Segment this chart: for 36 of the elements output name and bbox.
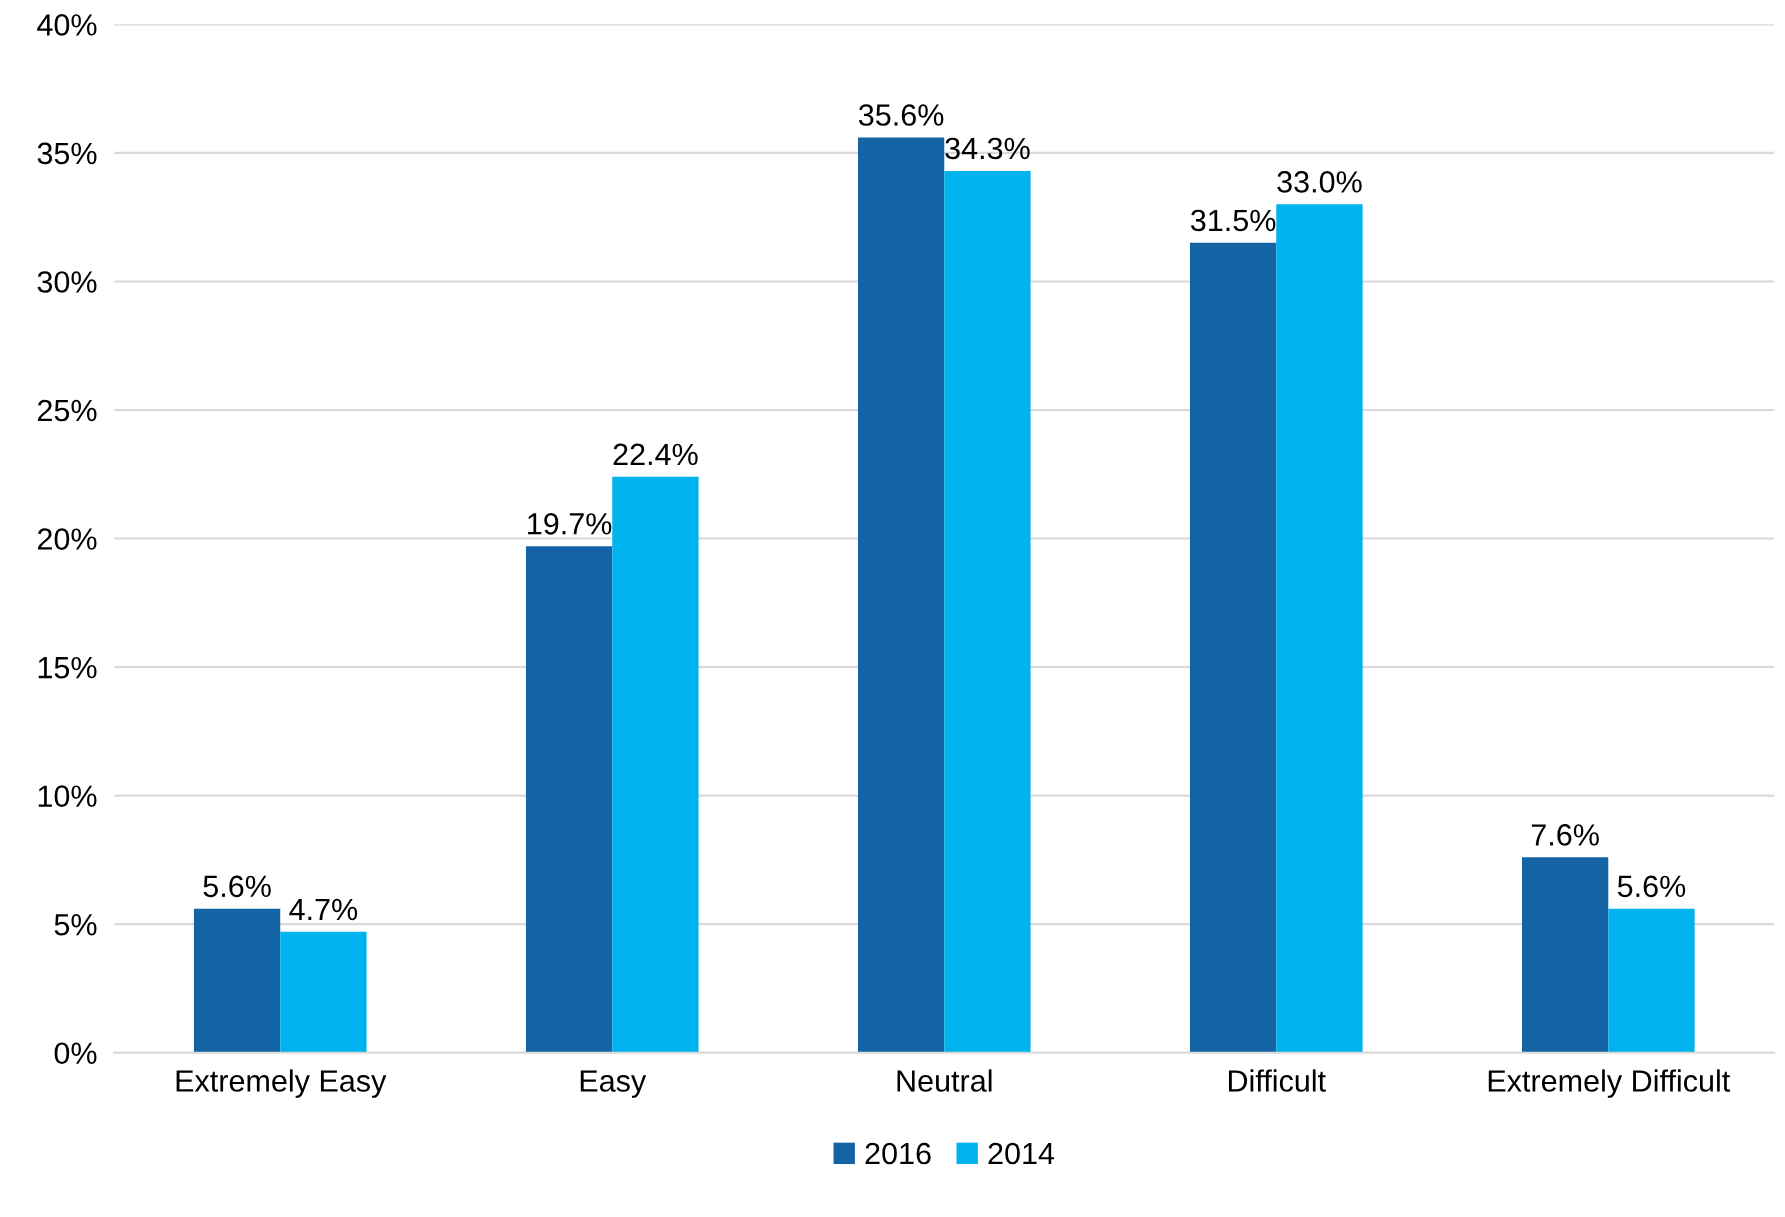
data-label: 22.4%: [613, 443, 698, 466]
bar: [612, 476, 699, 1053]
y-tick-label: 0%: [54, 1042, 97, 1065]
data-label: 19.7%: [528, 513, 612, 535]
bar: [944, 170, 1031, 1053]
bar: [857, 137, 945, 1053]
data-label: 4.7%: [289, 898, 358, 921]
x-tick-label: Extremely Easy: [176, 1069, 387, 1098]
bar: [1276, 204, 1363, 1053]
x-tick-label: Easy: [580, 1070, 647, 1098]
x-tick-label: Difficult: [1228, 1069, 1326, 1092]
data-label: 7.6%: [1531, 824, 1599, 846]
y-tick-label: 20%: [37, 528, 97, 550]
bar: [280, 931, 367, 1053]
bar: [193, 908, 281, 1053]
data-label: 5.6%: [203, 875, 271, 898]
bar: [1189, 242, 1277, 1053]
data-label: 35.6%: [858, 104, 944, 126]
y-tick-label: 5%: [54, 914, 97, 936]
x-tick-label: Extremely Difficult: [1488, 1069, 1731, 1098]
data-label: 31.5%: [1190, 209, 1276, 232]
y-tick-label: 25%: [37, 399, 97, 422]
bar: [1608, 908, 1695, 1053]
y-tick-label: 10%: [38, 785, 97, 807]
y-tick-label: 35%: [37, 142, 97, 165]
legend-label: 2016: [865, 1142, 931, 1165]
data-label: 33.0%: [1277, 171, 1362, 193]
bar: [525, 546, 613, 1053]
legend-label: 2014: [988, 1142, 1055, 1165]
y-tick-label: 15%: [38, 656, 97, 679]
x-tick-label: Neutral: [897, 1069, 992, 1092]
y-tick-label: 30%: [37, 271, 97, 293]
data-label: 5.6%: [1617, 875, 1686, 898]
bar: [1521, 857, 1609, 1053]
data-label: 34.3%: [945, 137, 1030, 160]
y-tick-label: 40%: [37, 14, 97, 36]
